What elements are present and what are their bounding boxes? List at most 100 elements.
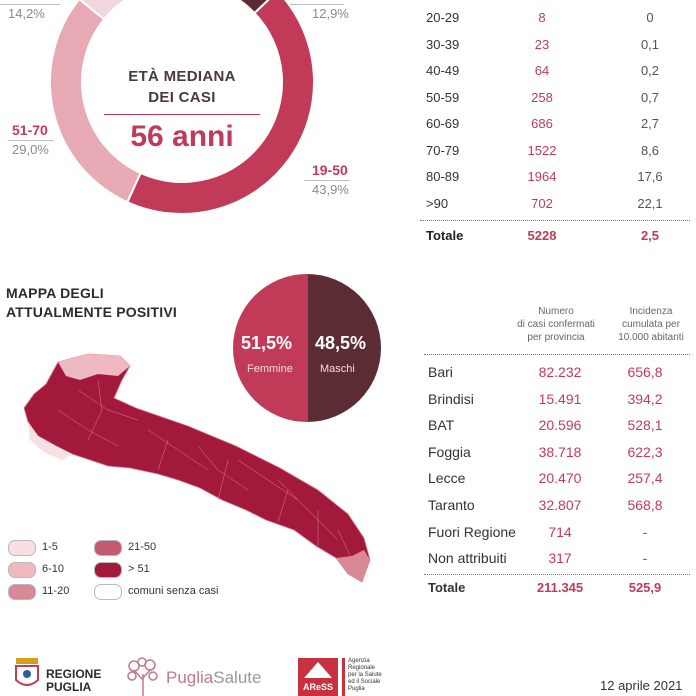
age-incidence: 0,2 <box>640 63 660 78</box>
aress-text-line: per la Salute <box>348 672 382 678</box>
aress-logo-text: AReSS <box>302 682 333 692</box>
age-table-row: >90 702 22,1 <box>410 190 690 220</box>
age-cases: 8 <box>538 10 546 25</box>
province-name: Fuori Regione <box>428 523 516 540</box>
map-title-line2: ATTUALMENTE POSITIVI <box>6 304 177 320</box>
donut-divider <box>104 114 260 115</box>
age-cases: 702 <box>531 195 553 211</box>
legend-label: 21-50 <box>128 541 157 553</box>
segment-0-18-leader <box>290 4 344 5</box>
province-cases-header: Numero di casi confermati per provincia <box>504 305 608 344</box>
map-title: MAPPA DEGLI ATTUALMENTE POSITIVI <box>6 284 177 322</box>
legend-label: 6-10 <box>42 563 65 575</box>
aress-text-line: Agenzia <box>348 658 370 664</box>
province-name: Foggia <box>428 443 471 460</box>
female-label: Femmine <box>247 363 293 375</box>
puglia-salute-part1: Puglia <box>166 668 214 687</box>
province-name: Non attribuiti <box>428 550 507 567</box>
province-incidence: 622,3 <box>627 443 663 460</box>
province-row: Bari 82.232 656,8 <box>424 360 690 385</box>
age-table-total-row: Totale 5228 2,5 <box>410 222 690 252</box>
province-name: Lecce <box>428 470 466 487</box>
female-pct: 51,5% <box>241 333 293 353</box>
province-incidence-header-line1: Incidenza <box>629 306 673 317</box>
age-total-incidence: 2,5 <box>640 228 660 243</box>
legend-swatch <box>8 562 36 578</box>
legend-swatch <box>94 562 122 578</box>
province-cases: 38.718 <box>538 443 582 460</box>
male-half <box>308 274 381 422</box>
province-row: Fuori Regione 714 - <box>424 520 690 545</box>
province-cases: 32.807 <box>538 497 582 513</box>
aress-text-line: Puglia <box>348 686 365 692</box>
donut-segment-51-70 <box>49 0 142 204</box>
puglia-map <box>23 353 371 583</box>
female-half <box>233 274 308 422</box>
province-name: Taranto <box>428 497 475 513</box>
aress-roof-icon <box>304 662 332 678</box>
legend-label: > 51 <box>128 563 150 575</box>
age-incidence: 17,6 <box>637 169 663 184</box>
legend-label: comuni senza casi <box>128 585 219 597</box>
province-total-label: Totale <box>428 580 466 595</box>
aress-text-line: ed il Sociale <box>348 679 381 685</box>
age-table-row: 40-49 64 0,2 <box>410 57 690 87</box>
age-range: 20-29 <box>426 10 460 25</box>
aress-text-line: Regionale <box>348 665 376 671</box>
province-name: Brindisi <box>428 390 474 407</box>
median-age-donut-chart <box>49 0 315 215</box>
aress-divider-bar <box>342 658 345 696</box>
map-title-line1: MAPPA DEGLI <box>6 285 104 301</box>
age-range: 80-89 <box>426 169 460 184</box>
province-row: Taranto 32.807 568,8 <box>424 493 690 518</box>
province-name: Bari <box>428 364 453 380</box>
province-total-row: Totale 211.345 525,9 <box>424 576 690 601</box>
province-cases: 15.491 <box>538 390 582 407</box>
province-total-divider <box>424 574 690 575</box>
male-pct: 48,5% <box>315 333 367 353</box>
province-incidence-header-line2: cumulata per <box>622 319 680 330</box>
age-table-row: 50-59 258 0,7 <box>410 84 690 114</box>
province-cases: 714 <box>548 523 572 540</box>
province-row: BAT 20.596 528,1 <box>424 413 690 438</box>
median-age-value: 56 anni <box>130 120 234 153</box>
age-range: 70-79 <box>426 142 460 158</box>
province-total-cases: 211.345 <box>536 580 584 595</box>
province-incidence: - <box>642 550 648 567</box>
age-table-row: 30-39 23 0,1 <box>410 31 690 61</box>
province-incidence: 394,2 <box>627 390 663 407</box>
age-range: 40-49 <box>426 63 460 78</box>
donut-title: ETÀ MEDIANA DEI CASI <box>92 66 272 108</box>
age-table-row: 80-89 1964 17,6 <box>410 163 690 193</box>
puglia-region-shape <box>23 353 371 583</box>
segment-over70-leader <box>0 4 60 5</box>
male-label: Maschi <box>320 363 355 375</box>
age-range: 30-39 <box>426 36 460 52</box>
province-incidence: - <box>642 523 648 540</box>
province-row: Lecce 20.470 257,4 <box>424 466 690 491</box>
province-incidence: 656,8 <box>627 364 663 380</box>
age-cases: 258 <box>531 89 553 105</box>
age-table-row: 70-79 1522 8,6 <box>410 137 690 167</box>
province-incidence: 528,1 <box>627 417 663 434</box>
province-cases: 20.596 <box>538 417 582 434</box>
segment-over70-pct: 14,2% <box>8 6 45 21</box>
donut-title-line2: DEI CASI <box>148 89 216 106</box>
province-name: BAT <box>428 417 455 434</box>
regione-line2: PUGLIA <box>46 680 92 694</box>
province-cases: 317 <box>548 550 572 567</box>
legend-swatch <box>8 584 36 600</box>
aress-agency-text: Agenzia Regionale per la Salute ed il Socia… <box>348 658 382 693</box>
province-row: Non attribuiti 317 - <box>424 546 690 571</box>
age-range: 60-69 <box>426 116 460 131</box>
province-cases: 20.470 <box>538 470 582 487</box>
province-row: Foggia 38.718 622,3 <box>424 440 690 465</box>
age-range: 50-59 <box>426 89 460 105</box>
age-total-cases: 5228 <box>527 228 557 243</box>
legend-label: 11-20 <box>42 585 70 597</box>
aress-logo-mark: AReSS <box>298 658 338 696</box>
puglia-salute-tree-icon <box>127 657 158 696</box>
age-cases: 1964 <box>527 169 557 184</box>
regione-puglia-crest-icon <box>15 658 39 686</box>
age-cases: 23 <box>534 36 550 52</box>
